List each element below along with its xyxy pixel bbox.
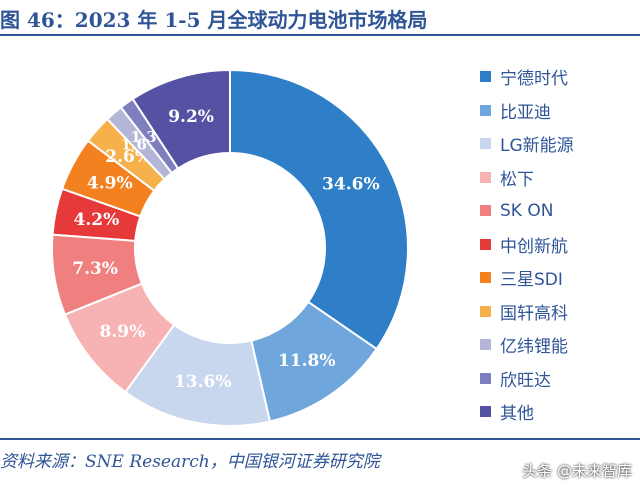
legend-item-9: 欣旺达	[480, 362, 635, 396]
legend-label: 宁德时代	[500, 69, 568, 90]
legend-swatch	[480, 104, 491, 116]
legend-label: 比亚迪	[500, 102, 551, 123]
legend-swatch	[480, 305, 491, 317]
legend-item-10: 其他	[480, 395, 635, 429]
slice-label-2: 13.6%	[174, 372, 232, 392]
title-bar: 图 46：2023 年 1-5 月全球动力电池市场格局	[0, 0, 640, 36]
legend-label: LG新能源	[500, 136, 574, 157]
legend-label: 三星SDI	[500, 270, 563, 291]
legend-item-7: 国轩高科	[480, 295, 635, 329]
slice-0	[229, 68, 409, 351]
legend-item-3: 松下	[480, 161, 635, 195]
watermark: 头条 @未来智库	[522, 462, 632, 480]
legend-item-6: 三星SDI	[480, 261, 635, 295]
slice-label-3: 8.9%	[100, 322, 146, 342]
legend-item-1: 比亚迪	[480, 94, 635, 128]
legend-item-2: LG新能源	[480, 127, 635, 161]
slice-label-4: 7.3%	[72, 259, 118, 279]
source-bar: 资料来源：SNE Research，中国银河证券研究院 头条 @未来智库	[0, 438, 640, 491]
legend-label: 其他	[500, 404, 534, 425]
legend-label: 松下	[500, 169, 534, 190]
legend-swatch	[480, 138, 491, 150]
legend-swatch	[480, 372, 491, 384]
legend-item-5: 中创新航	[480, 228, 635, 262]
legend-item-8: 亿纬锂能	[480, 328, 635, 362]
legend-label: 欣旺达	[500, 370, 551, 391]
slice-label-0: 34.6%	[322, 175, 380, 195]
legend-swatch	[480, 171, 491, 183]
legend-swatch	[480, 238, 491, 250]
slice-label-5: 4.2%	[74, 210, 120, 230]
slice-label-10: 9.2%	[168, 107, 214, 127]
legend-swatch	[480, 205, 491, 217]
legend-label: 中创新航	[500, 236, 568, 257]
source-note: 资料来源：SNE Research，中国银河证券研究院	[0, 452, 380, 472]
slice-label-1: 11.8%	[278, 351, 336, 371]
slice-label-6: 4.9%	[87, 173, 133, 193]
legend-item-0: 宁德时代	[480, 60, 635, 94]
slice-10	[131, 68, 231, 170]
donut-chart: 34.6%11.8%13.6%8.9%7.3%4.2%4.9%2.6%1.6%1…	[51, 68, 409, 427]
legend-swatch	[480, 406, 491, 418]
legend-swatch	[480, 71, 491, 83]
legend-label: 亿纬锂能	[500, 337, 568, 358]
legend-label: 国轩高科	[500, 303, 568, 324]
legend-swatch	[480, 339, 491, 351]
legend-item-4: SK ON	[480, 194, 635, 228]
legend-label: SK ON	[500, 200, 554, 221]
chart-title: 图 46：2023 年 1-5 月全球动力电池市场格局	[0, 8, 428, 32]
legend: 宁德时代比亚迪 LG新能源松下 SK ON 中创新航三星SDI 国轩高科亿纬锂能欣旺达其…	[480, 60, 635, 429]
legend-swatch	[480, 272, 491, 284]
